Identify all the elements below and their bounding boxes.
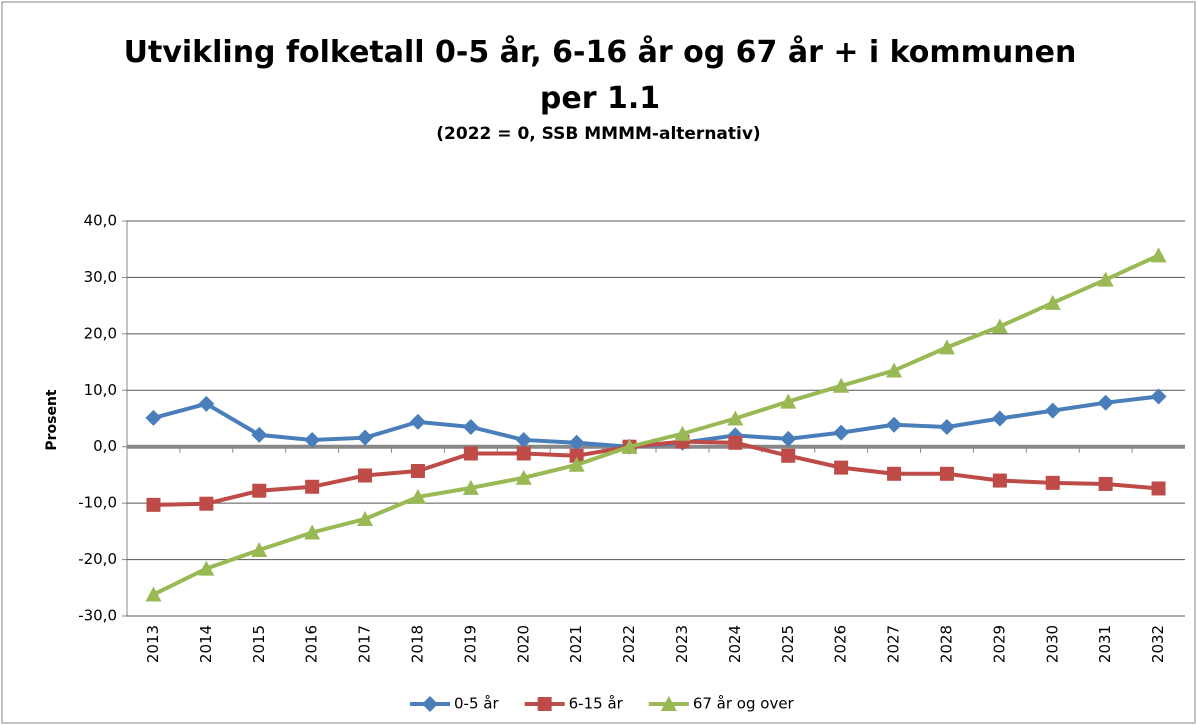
x-tick-label: 2020 [514,625,532,663]
point [1151,481,1166,496]
x-tick-label: 2021 [567,625,585,663]
x-tick-label: 2018 [408,625,426,663]
point [992,473,1007,488]
point [887,466,902,481]
x-tick-label: 2028 [937,625,955,663]
point [304,524,321,540]
point [1098,476,1113,491]
x-tick-label: 2023 [673,625,691,663]
point [621,438,638,454]
point [410,463,425,478]
point [145,586,162,602]
point [1045,475,1060,490]
point [834,460,849,475]
point [727,410,744,426]
x-tick-label: 2014 [197,625,215,663]
chart-subtitle: (2022 = 0, SSB MMMM-alternativ) [436,124,761,144]
point [516,446,531,461]
point [991,318,1008,334]
point [833,377,850,393]
y-tick-label: -20,0 [78,550,117,568]
x-tick-label: 2032 [1149,625,1167,663]
point [146,497,161,512]
point [674,425,691,441]
chart-title: Utvikling folketall 0-5 år, 6-16 år og 6… [123,35,1077,116]
legend-label: 0-5 år [454,695,499,713]
point [145,409,162,426]
point [780,393,797,409]
point [1150,247,1167,263]
point [886,362,903,378]
x-tick-label: 2031 [1096,625,1114,663]
point [780,430,797,447]
point [358,468,373,483]
point [462,418,479,435]
legend-marker [660,696,677,711]
y-axis-label: Prosent [44,389,60,451]
point [1044,402,1061,419]
point [462,479,479,495]
x-tick-label: 2027 [885,625,903,663]
point [357,510,374,526]
point [251,426,268,443]
y-tick-label: -30,0 [78,607,117,625]
y-tick-label: 40,0 [84,212,117,230]
point [409,413,426,430]
point [304,431,321,448]
point [251,541,268,557]
y-tick-label: 20,0 [84,324,117,342]
x-tick-label: 2026 [832,625,850,663]
point [1044,294,1061,310]
point [728,435,743,450]
x-tick-label: 2016 [303,625,321,663]
point [198,395,215,412]
y-tick-label: 10,0 [84,381,117,399]
y-tick-label: -10,0 [78,494,117,512]
point [781,448,796,463]
y-tick-label: 30,0 [84,268,117,286]
point [938,418,955,435]
legend-label: 6-15 år [569,695,624,713]
point [305,479,320,494]
point [357,429,374,446]
x-tick-label: 2015 [250,625,268,663]
point [515,469,532,485]
x-tick-label: 2025 [779,625,797,663]
x-tick-label: 2024 [726,625,744,663]
x-tick-label: 2013 [144,625,162,663]
point [991,410,1008,427]
x-tick-label: 2029 [990,625,1008,663]
x-tick-label: 2017 [356,625,374,663]
x-tick-label: 2030 [1043,625,1061,663]
x-tick-label: 2022 [620,625,638,663]
point [463,446,478,461]
point [1097,271,1114,287]
series-line [152,253,1160,597]
point [886,416,903,433]
point [409,488,426,504]
series-line [153,439,1159,507]
point [1097,394,1114,411]
point [252,483,267,498]
point [833,424,850,441]
point [568,456,585,472]
point [938,339,955,355]
point [939,466,954,481]
y-tick-label: 0,0 [93,437,117,455]
legend-label: 67 år og over [693,695,795,713]
point [1150,388,1167,405]
legend-marker [537,697,552,711]
point [568,434,585,451]
x-tick-label: 2019 [461,625,479,663]
legend-marker [422,696,438,712]
point [569,448,584,463]
point [198,560,215,576]
point [515,431,532,448]
point [199,496,214,511]
